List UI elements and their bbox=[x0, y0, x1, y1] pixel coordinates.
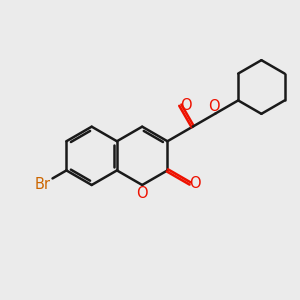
Text: O: O bbox=[180, 98, 192, 113]
Text: O: O bbox=[190, 176, 201, 191]
Text: O: O bbox=[208, 99, 220, 114]
Text: Br: Br bbox=[34, 177, 50, 192]
Text: O: O bbox=[136, 186, 148, 201]
